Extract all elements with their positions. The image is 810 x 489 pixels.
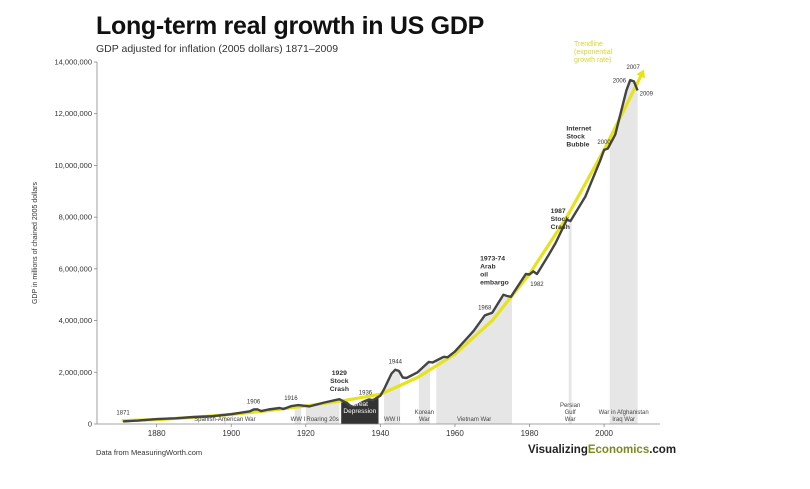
x-tick-label: 1900 <box>222 429 240 438</box>
event-annotation: 2000 <box>597 140 611 146</box>
x-tick-label: 2000 <box>595 429 613 438</box>
y-tick-label: 4,000,000 <box>59 316 92 325</box>
trendline-arrowhead <box>636 69 645 79</box>
brand-text-part2: Economics <box>587 444 650 456</box>
chart-subtitle: GDP adjusted for inflation (2005 dollars… <box>96 43 339 55</box>
period-label: Persian Gulf War <box>560 403 580 423</box>
period-label: Roaring 20s <box>306 417 338 423</box>
period-label: Spanish-American War <box>194 417 255 423</box>
x-tick-label: 1960 <box>446 429 464 438</box>
period-label: Korean War <box>415 410 434 423</box>
y-tick-label: 14,000,000 <box>54 58 92 67</box>
shaded-period <box>418 362 430 424</box>
event-annotation: 1982 <box>530 282 544 288</box>
y-tick-label: 0 <box>88 420 92 429</box>
event-annotation: 1973-74 Arab oil embargo <box>480 256 509 287</box>
brand-text-part3: .com <box>649 444 677 456</box>
y-tick-label: 2,000,000 <box>59 368 92 377</box>
x-tick-label: 1920 <box>297 429 315 438</box>
event-annotation: 2006 <box>613 78 627 84</box>
event-annotation: 2007 <box>626 65 640 71</box>
period-label: WW II <box>384 417 401 423</box>
shaded-period <box>384 370 401 424</box>
brand-text-part1: Visualizing <box>528 444 588 456</box>
y-axis-label: GDP in millions of chained 2005 dollars <box>32 181 39 304</box>
event-annotation: 1944 <box>389 360 403 366</box>
shaded-period <box>341 396 379 424</box>
x-tick-label: 1980 <box>521 429 539 438</box>
event-annotation: 1916 <box>284 396 298 402</box>
y-tick-label: 6,000,000 <box>59 264 92 273</box>
period-label: WW I <box>291 417 306 423</box>
event-annotation: 1968 <box>478 305 492 311</box>
brand-logo: VisualizingEconomics.com <box>528 444 676 456</box>
period-label: War in Afghanistan Iraq War <box>599 410 649 423</box>
event-annotation: Internet Stock Bubble <box>566 125 592 148</box>
period-label: Vietnam War <box>457 417 491 423</box>
gdp-line <box>123 78 639 423</box>
event-annotation: 1906 <box>247 400 261 406</box>
event-annotation: 1987 Stock Crash <box>551 208 570 231</box>
shaded-period <box>609 80 638 425</box>
x-tick-label: 1880 <box>148 429 166 438</box>
y-tick-label: 10,000,000 <box>54 161 92 170</box>
event-annotation: 1929 Stock Crash <box>330 370 349 393</box>
shaded-period <box>223 414 226 424</box>
period-label: Great Depression <box>343 401 376 415</box>
x-tick-label: 1940 <box>371 429 389 438</box>
shaded-period <box>568 219 572 424</box>
trendline-label: Trendline (exponential growth rate) <box>574 41 613 64</box>
data-source-note: Data from MeasuringWorth.com <box>96 448 203 457</box>
event-annotation: 2009 <box>640 91 654 97</box>
event-annotation: 1936 <box>359 391 373 397</box>
shaded-period <box>436 295 512 424</box>
y-tick-label: 12,000,000 <box>54 109 92 118</box>
y-tick-label: 8,000,000 <box>59 213 92 222</box>
shaded-period <box>294 405 302 424</box>
trendline <box>121 73 644 423</box>
event-annotation: 1871 <box>116 410 130 416</box>
chart-title: Long-term real growth in US GDP <box>96 12 484 40</box>
